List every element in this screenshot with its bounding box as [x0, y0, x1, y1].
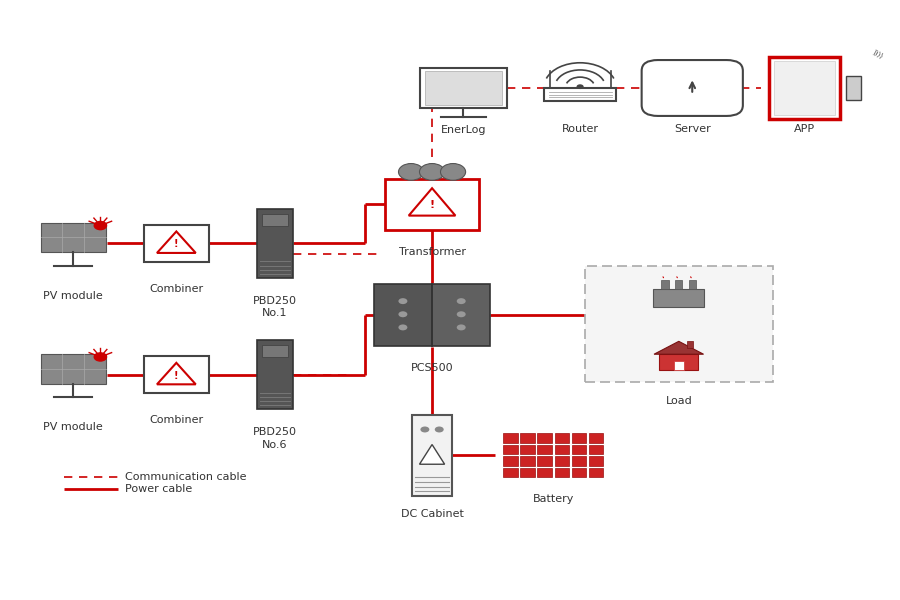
- Polygon shape: [409, 188, 455, 215]
- Text: PBD250
No.6: PBD250 No.6: [253, 427, 297, 449]
- Circle shape: [435, 427, 444, 433]
- Circle shape: [456, 325, 465, 331]
- Text: Router: Router: [562, 124, 598, 134]
- Bar: [554, 445, 569, 454]
- Bar: [572, 456, 586, 466]
- Bar: [503, 467, 517, 477]
- Bar: [554, 467, 569, 477]
- Circle shape: [672, 84, 712, 111]
- Bar: [662, 280, 669, 289]
- Bar: [769, 57, 841, 119]
- Text: Communication cable: Communication cable: [125, 472, 247, 482]
- Text: PBD250
No.1: PBD250 No.1: [253, 296, 297, 318]
- Bar: [589, 456, 603, 466]
- Bar: [589, 433, 603, 443]
- Bar: [385, 179, 479, 230]
- Bar: [572, 467, 586, 477]
- Bar: [40, 223, 105, 252]
- Text: Battery: Battery: [533, 494, 574, 504]
- Bar: [520, 467, 535, 477]
- Bar: [520, 433, 535, 443]
- Polygon shape: [654, 341, 704, 354]
- Bar: [660, 354, 698, 370]
- Circle shape: [420, 427, 429, 433]
- Bar: [263, 214, 288, 226]
- Bar: [425, 71, 502, 105]
- Text: Power cable: Power cable: [125, 484, 193, 494]
- Circle shape: [440, 164, 465, 180]
- Bar: [572, 433, 586, 443]
- FancyBboxPatch shape: [642, 60, 742, 116]
- Bar: [554, 456, 569, 466]
- Text: Load: Load: [665, 395, 692, 406]
- Text: DC Cabinet: DC Cabinet: [400, 509, 464, 519]
- Bar: [554, 433, 569, 443]
- Bar: [257, 209, 293, 278]
- Circle shape: [663, 69, 721, 107]
- Circle shape: [399, 311, 408, 317]
- Circle shape: [456, 311, 465, 317]
- Bar: [674, 361, 683, 370]
- Bar: [653, 289, 705, 307]
- Text: Transformer: Transformer: [399, 247, 465, 257]
- Text: PCS500: PCS500: [410, 363, 454, 373]
- Bar: [412, 415, 452, 496]
- Text: !: !: [174, 239, 178, 250]
- Bar: [520, 456, 535, 466]
- Polygon shape: [419, 445, 445, 464]
- Bar: [589, 467, 603, 477]
- Bar: [537, 433, 552, 443]
- Bar: [846, 76, 861, 100]
- Text: APP: APP: [794, 124, 815, 134]
- Bar: [503, 433, 517, 443]
- Bar: [689, 280, 697, 289]
- Bar: [374, 284, 432, 346]
- Bar: [420, 68, 507, 107]
- Circle shape: [94, 353, 106, 361]
- Bar: [537, 467, 552, 477]
- Circle shape: [399, 325, 408, 331]
- Bar: [537, 456, 552, 466]
- Text: Combiner: Combiner: [149, 415, 203, 425]
- Bar: [675, 280, 682, 289]
- Circle shape: [456, 298, 465, 304]
- Bar: [537, 445, 552, 454]
- Text: )))): )))): [872, 49, 885, 59]
- Bar: [503, 445, 517, 454]
- Bar: [520, 445, 535, 454]
- Bar: [585, 266, 773, 382]
- Circle shape: [577, 84, 584, 89]
- Text: EnerLog: EnerLog: [441, 125, 486, 135]
- Text: Server: Server: [674, 124, 711, 134]
- Text: Combiner: Combiner: [149, 284, 203, 294]
- Bar: [503, 456, 517, 466]
- Bar: [432, 284, 491, 346]
- Bar: [144, 225, 209, 262]
- Polygon shape: [157, 232, 195, 253]
- Circle shape: [653, 77, 691, 103]
- Circle shape: [419, 164, 445, 180]
- Bar: [144, 356, 209, 393]
- Text: !: !: [174, 371, 178, 381]
- Bar: [257, 340, 293, 409]
- Circle shape: [94, 221, 106, 230]
- Text: PV module: PV module: [43, 291, 103, 301]
- Bar: [589, 445, 603, 454]
- Bar: [544, 88, 616, 101]
- Bar: [688, 341, 693, 349]
- Bar: [263, 345, 288, 358]
- Circle shape: [399, 164, 424, 180]
- Bar: [774, 61, 835, 115]
- Text: !: !: [429, 200, 435, 211]
- Circle shape: [694, 77, 731, 103]
- Circle shape: [399, 298, 408, 304]
- Polygon shape: [157, 363, 195, 385]
- Bar: [40, 354, 105, 383]
- Text: PV module: PV module: [43, 422, 103, 433]
- Bar: [572, 445, 586, 454]
